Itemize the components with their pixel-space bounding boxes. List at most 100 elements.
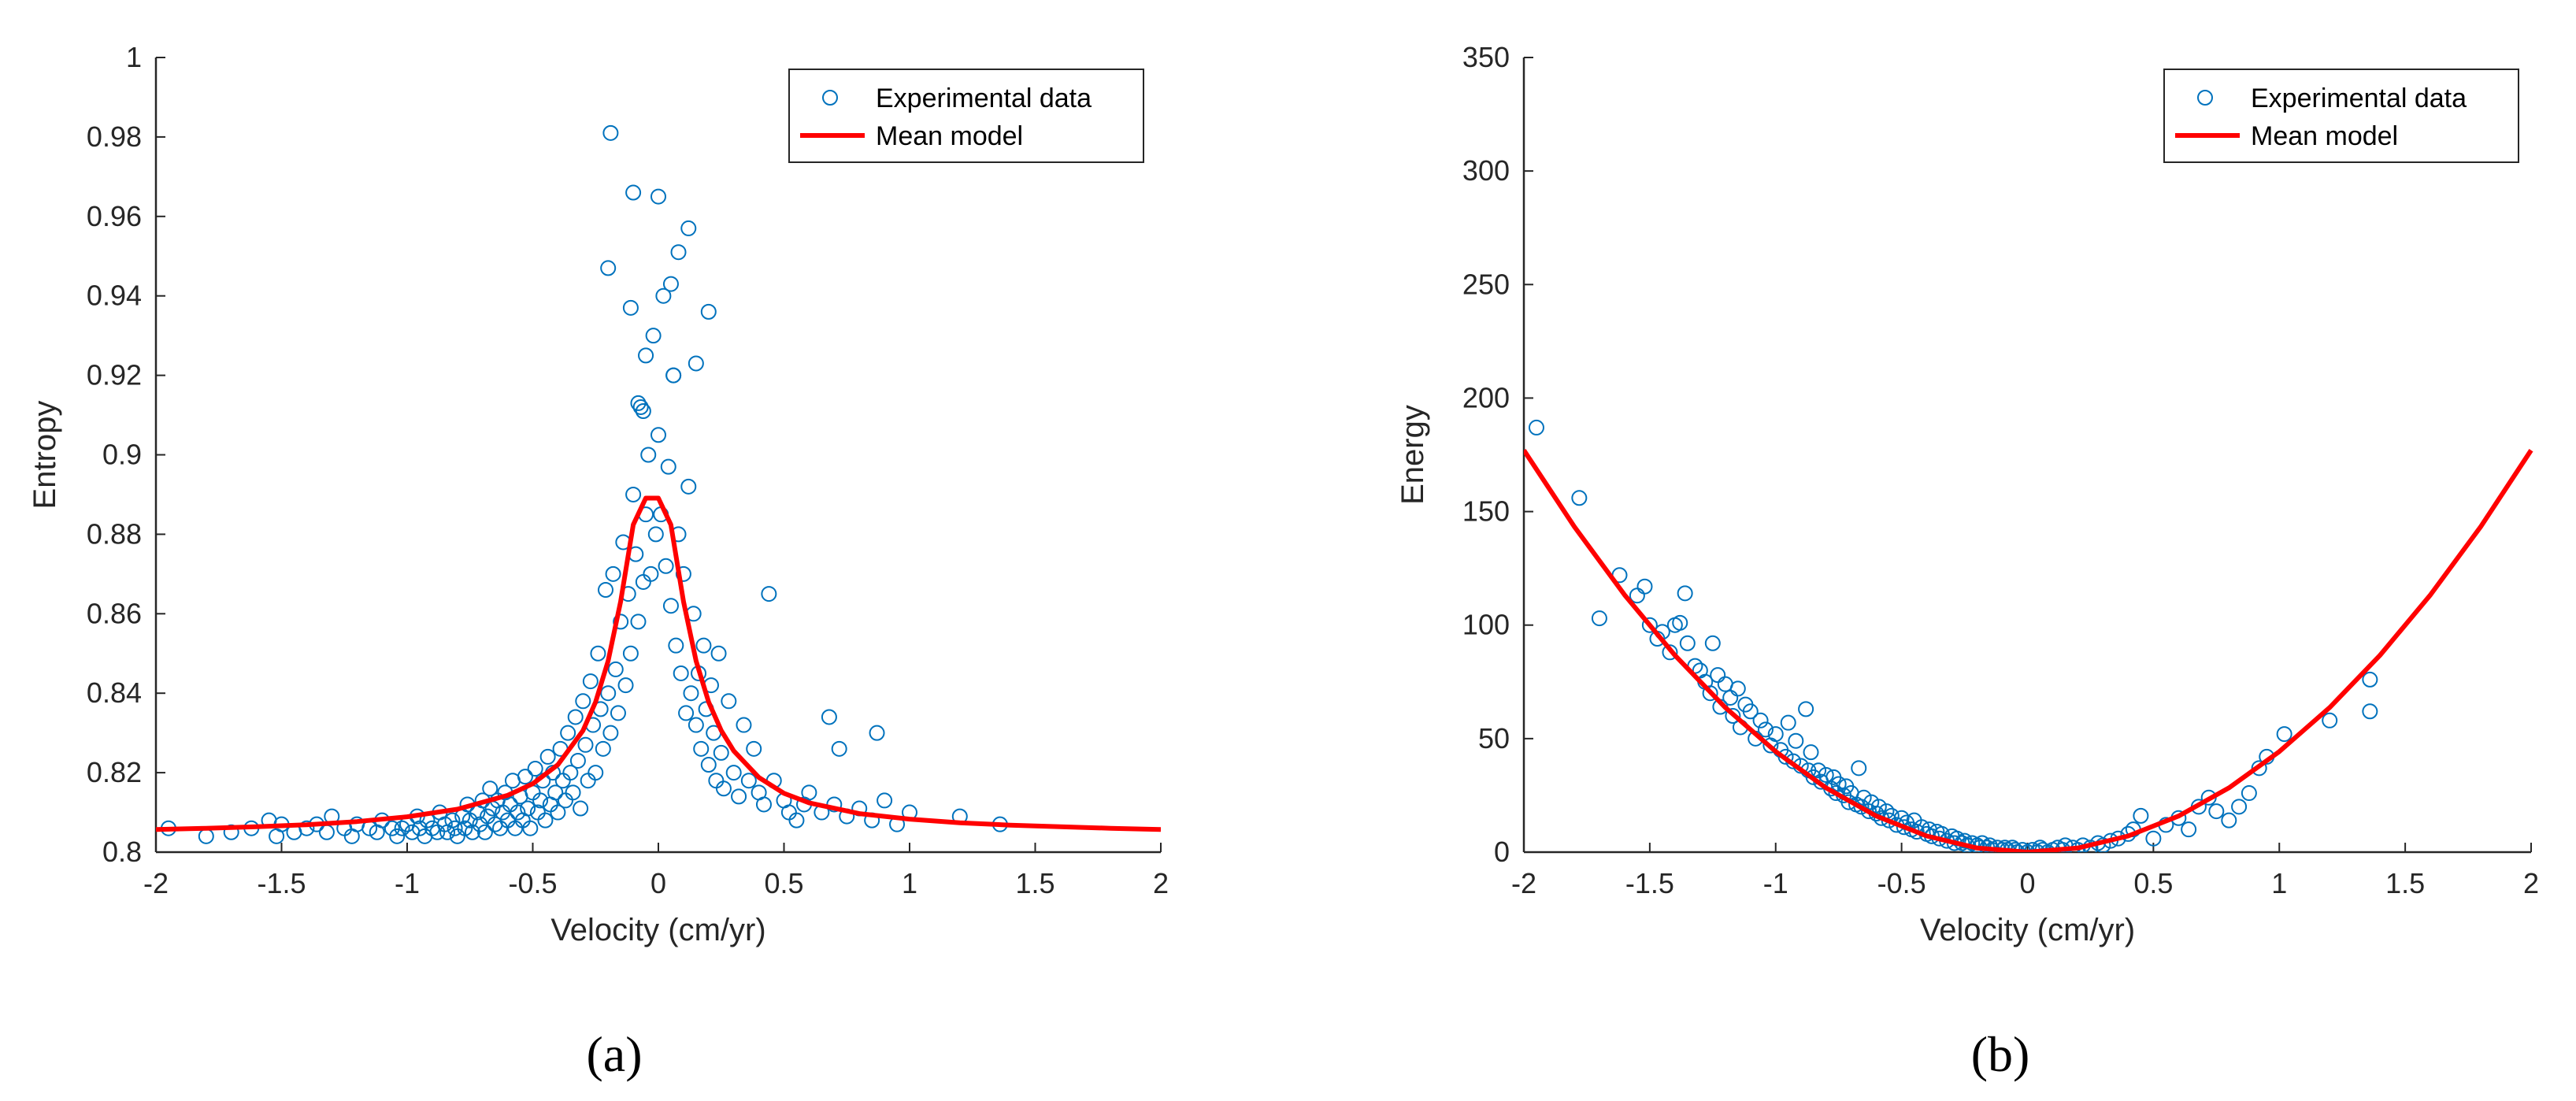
panel-a-scatter-series <box>160 124 1008 844</box>
panel-a-data-point <box>532 792 549 809</box>
panel-b-y-tick-label: 350 <box>1462 41 1510 73</box>
panel-a-data-point <box>630 395 647 411</box>
chart-panel-b: -2 -1.5 -1 -0.5 0 0.5 1 1.5 2 0 50 100 150 200 250 300 3… <box>1395 41 2539 1082</box>
panel-b-data-point <box>2221 812 2237 829</box>
panel-b-data-point <box>1742 703 1759 720</box>
panel-b-x-tick-label: -0.5 <box>1877 867 1926 899</box>
panel-b-data-point <box>2362 703 2378 720</box>
panel-a-x-tick-label: 1 <box>902 867 917 899</box>
panel-a-data-point <box>600 260 617 276</box>
panel-b-data-point <box>2362 671 2378 688</box>
panel-b-data-point <box>1725 708 1741 725</box>
panel-b-data-point <box>1722 689 1739 706</box>
panel-b-y-tick-label: 250 <box>1462 268 1510 300</box>
panel-a-data-point <box>522 820 539 836</box>
panel-b-x-tick-label: -1.5 <box>1625 867 1674 899</box>
panel-b-data-point <box>1704 635 1721 651</box>
panel-b-data-point <box>1672 614 1688 631</box>
panel-a-x-tick-label: 0 <box>650 867 666 899</box>
panel-a-data-point <box>688 355 704 372</box>
panel-a-data-point <box>638 347 654 364</box>
panel-a-data-point <box>650 188 666 205</box>
panel-b-data-point <box>1662 644 1678 661</box>
panel-a-legend-box <box>788 69 1144 163</box>
panel-a-legend-label-data: Experimental data <box>876 83 1092 113</box>
panel-b-data-point <box>1803 744 1819 761</box>
panel-b-data-point <box>1851 760 1867 777</box>
panel-a-data-point <box>539 748 556 765</box>
panel-a-data-point <box>569 752 586 769</box>
panel-a-data-point <box>394 820 410 836</box>
panel-a-data-point <box>444 812 461 829</box>
panel-a-data-point <box>476 824 493 840</box>
panel-a-data-point <box>580 773 596 789</box>
panel-a-panel-label: (a) <box>586 1026 642 1082</box>
panel-a-y-tick-label: 0.82 <box>87 756 142 788</box>
panel-a-plot-area <box>156 124 1162 844</box>
panel-a-data-point <box>635 403 651 420</box>
panel-a-data-point <box>607 661 624 677</box>
panel-a-data-point <box>567 709 584 725</box>
panel-a-x-tick-label: 2 <box>1153 867 1169 899</box>
panel-a-data-point <box>693 740 710 757</box>
panel-a-mean-model-line <box>156 495 1162 832</box>
panel-a-data-point <box>708 773 725 789</box>
panel-a-data-point <box>665 367 682 384</box>
panel-b-x-tick-label: -1 <box>1763 867 1788 899</box>
panel-b-data-point <box>1767 726 1784 743</box>
panel-a-y-tick-label: 0.8 <box>102 836 142 868</box>
panel-b-data-point <box>2208 803 2225 820</box>
panel-a-data-point <box>700 757 717 773</box>
panel-b-data-point <box>1729 680 1746 697</box>
panel-a-data-point <box>680 220 697 236</box>
panel-b-x-tick-label: 1.5 <box>2385 867 2425 899</box>
panel-a-legend-marker-icon <box>822 90 838 106</box>
panel-b-data-point <box>1788 732 1804 749</box>
panel-a-y-tick-label: 0.96 <box>87 200 142 232</box>
panel-a-data-point <box>643 565 659 582</box>
panel-b-scatter-series <box>1528 419 2378 852</box>
panel-a-data-point <box>645 328 662 344</box>
panel-b-data-point <box>1528 419 1544 436</box>
panel-a-data-point <box>625 486 642 502</box>
panel-a-x-tick-label: -0.5 <box>508 867 557 899</box>
panel-b-y-tick-label: 300 <box>1462 154 1510 187</box>
panel-b-y-tick-label: 0 <box>1494 836 1510 868</box>
panel-a-data-point <box>510 804 526 821</box>
panel-b-data-point <box>1641 617 1658 633</box>
panel-b-data-point <box>2276 726 2292 743</box>
panel-a-data-point <box>499 812 516 829</box>
panel-a-y-tick-label: 0.88 <box>87 517 142 550</box>
panel-b-y-tick-label: 100 <box>1462 609 1510 641</box>
panel-b-data-point <box>2322 712 2338 728</box>
panel-a-data-point <box>660 458 676 475</box>
panel-a-data-point <box>740 773 757 789</box>
panel-b-data-point <box>1679 635 1696 651</box>
panel-a-data-point <box>688 717 704 733</box>
panel-a-data-point <box>527 761 543 777</box>
panel-a-y-tick-label: 0.94 <box>87 280 142 312</box>
panel-a-data-point <box>537 812 554 829</box>
panel-a-data-point <box>622 645 639 662</box>
panel-b-mean-model-line <box>1524 449 2533 852</box>
panel-a-data-point <box>613 614 629 630</box>
panel-a-data-point <box>590 645 606 662</box>
panel-a-data-point <box>680 478 697 495</box>
panel-a-data-point <box>670 244 687 261</box>
panel-a-x-tick-label: -2 <box>143 867 169 899</box>
panel-b-data-point <box>1591 610 1607 627</box>
panel-a-data-point <box>635 573 651 590</box>
panel-b-x-tick-label: 1 <box>2271 867 2287 899</box>
panel-b-data-point <box>2251 760 2267 777</box>
panel-a-data-point <box>575 693 591 710</box>
panel-b-data-point <box>2032 840 2048 852</box>
panel-a-data-point <box>517 769 533 785</box>
panel-a-data-point <box>605 565 621 582</box>
panel-a-data-point <box>447 820 463 836</box>
panel-a-data-point <box>640 447 657 463</box>
panel-a-data-point <box>713 744 729 761</box>
panel-a-data-point <box>731 788 747 805</box>
panel-a-y-tick-label: 0.9 <box>102 439 142 471</box>
panel-a-y-tick-label: 0.86 <box>87 597 142 629</box>
